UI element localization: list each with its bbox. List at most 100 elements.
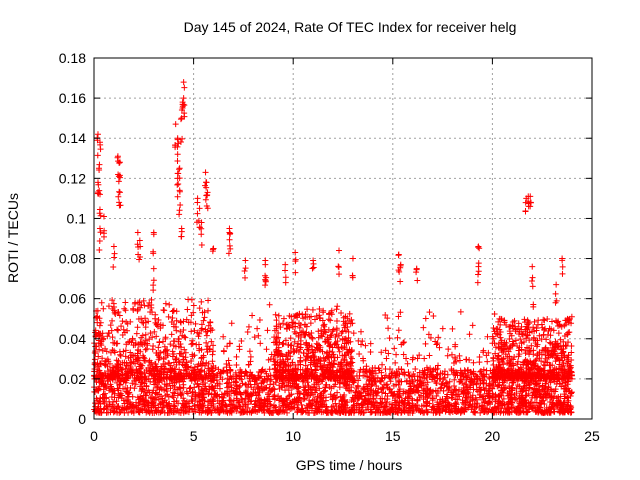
data-point — [284, 397, 291, 404]
data-point — [189, 340, 196, 347]
data-point — [236, 343, 243, 350]
data-point — [541, 385, 548, 392]
data-point — [292, 256, 299, 263]
data-point — [116, 381, 123, 388]
data-point — [134, 229, 141, 236]
data-point — [179, 390, 186, 397]
data-point — [451, 382, 458, 389]
data-point — [341, 381, 348, 388]
data-point — [495, 392, 502, 399]
data-point — [190, 302, 197, 309]
data-point — [374, 389, 381, 396]
data-point — [418, 374, 425, 381]
data-point — [414, 405, 421, 412]
data-point — [279, 398, 286, 405]
data-point — [409, 397, 416, 404]
data-point — [498, 405, 505, 412]
data-point — [433, 341, 440, 348]
data-point — [329, 396, 336, 403]
data-point — [322, 407, 329, 414]
data-point — [490, 393, 497, 400]
data-point — [501, 402, 508, 409]
data-point — [350, 330, 357, 337]
data-point — [150, 282, 157, 289]
data-point — [335, 264, 342, 271]
data-point — [336, 247, 343, 254]
data-point — [311, 389, 318, 396]
data-point — [168, 331, 175, 338]
data-point — [264, 327, 271, 334]
data-point — [426, 390, 433, 397]
data-point — [542, 380, 549, 387]
data-point — [142, 388, 149, 395]
data-point — [375, 385, 382, 392]
data-point — [262, 261, 269, 268]
data-point — [539, 408, 546, 415]
data-point — [476, 353, 483, 360]
data-point — [227, 366, 234, 373]
data-point — [518, 399, 525, 406]
data-point — [224, 379, 231, 386]
data-point — [430, 407, 437, 414]
data-point — [377, 409, 384, 416]
data-point — [202, 169, 209, 176]
data-point — [233, 353, 240, 360]
data-point — [282, 279, 289, 286]
data-point — [474, 279, 481, 286]
data-point — [406, 372, 413, 379]
data-point — [280, 315, 287, 322]
data-point — [199, 390, 206, 397]
data-point — [107, 322, 114, 329]
data-point — [166, 400, 173, 407]
data-point — [110, 264, 117, 271]
data-point — [147, 395, 154, 402]
data-point — [345, 328, 352, 335]
data-point — [314, 398, 321, 405]
data-point — [96, 237, 103, 244]
data-point — [540, 386, 547, 393]
data-point — [367, 349, 374, 356]
data-point — [552, 290, 559, 297]
data-point — [196, 398, 203, 405]
data-point — [151, 395, 158, 402]
data-point — [198, 298, 205, 305]
data-point — [174, 392, 181, 399]
data-point — [393, 399, 400, 406]
data-point — [188, 396, 195, 403]
data-point — [242, 257, 249, 264]
data-point — [535, 404, 542, 411]
data-point — [422, 340, 429, 347]
data-point — [562, 407, 569, 414]
data-point — [209, 358, 216, 365]
data-point — [460, 389, 467, 396]
data-point — [461, 387, 468, 394]
data-point — [207, 318, 214, 325]
data-point — [505, 392, 512, 399]
data-point — [157, 384, 164, 391]
data-point — [227, 373, 234, 380]
data-point — [226, 340, 233, 347]
data-point — [398, 378, 405, 385]
data-point — [100, 305, 107, 312]
data-point — [482, 395, 489, 402]
y-tick-label: 0.1 — [67, 210, 87, 226]
data-point — [150, 265, 157, 272]
data-point — [266, 366, 273, 373]
data-point — [155, 383, 162, 390]
y-tick-label: 0.18 — [59, 50, 86, 66]
x-axis-label: GPS time / hours — [296, 457, 403, 473]
data-point — [457, 308, 464, 315]
data-point — [196, 305, 203, 312]
data-point — [417, 378, 424, 385]
data-point — [516, 383, 523, 390]
data-point — [304, 392, 311, 399]
data-point — [245, 323, 252, 330]
data-point — [298, 401, 305, 408]
data-point — [357, 409, 364, 416]
data-point — [404, 360, 411, 367]
data-point — [500, 395, 507, 402]
data-point — [536, 383, 543, 390]
data-point — [185, 296, 192, 303]
data-point — [310, 409, 317, 416]
data-point — [546, 339, 553, 346]
